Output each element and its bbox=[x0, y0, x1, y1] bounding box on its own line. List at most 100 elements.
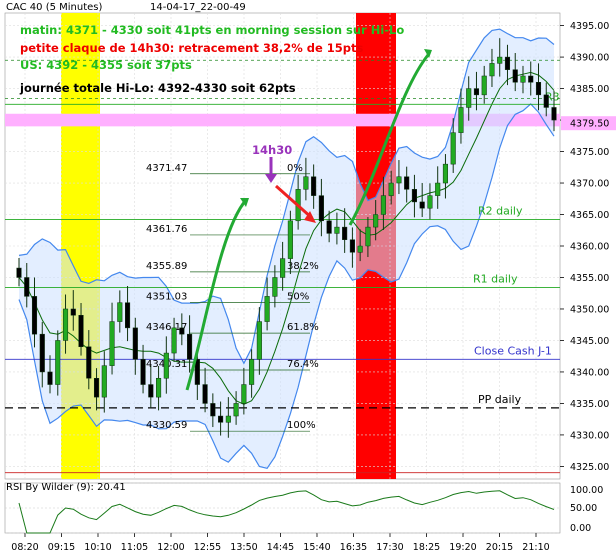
candle-body-45 bbox=[365, 226, 371, 247]
candle-body-26 bbox=[218, 415, 224, 423]
candle-body-66 bbox=[528, 75, 534, 83]
candle-body-57 bbox=[458, 107, 464, 133]
x-tick-label-14: 21:10 bbox=[522, 542, 549, 553]
bollinger-fill bbox=[19, 29, 554, 469]
candle-body-1 bbox=[24, 277, 30, 297]
green-arrow-2-head bbox=[424, 49, 432, 58]
y-tick-label-1: 4390.00 bbox=[570, 53, 609, 64]
candle-body-31 bbox=[256, 321, 262, 360]
rsi-layer: 100.00 50.00 0.00 bbox=[5, 482, 603, 534]
rsi-tick-label-0: 100.00 bbox=[570, 485, 603, 496]
x-tick-label-2: 10:10 bbox=[84, 542, 111, 553]
candle-body-44 bbox=[357, 245, 363, 253]
fib-pct-0: 0% bbox=[287, 163, 303, 174]
fib-pct-3: 50% bbox=[287, 291, 309, 302]
y-tick-label-5: 4370.00 bbox=[570, 179, 609, 190]
x-tick-label-5: 12:55 bbox=[194, 542, 221, 553]
rsi-tick-label-1: 50.00 bbox=[570, 503, 597, 514]
candle-body-64 bbox=[512, 69, 518, 83]
candle-body-30 bbox=[249, 359, 255, 385]
fib-price-1: 4361.76 bbox=[146, 224, 187, 235]
candle-body-8 bbox=[78, 315, 84, 348]
candle-body-61 bbox=[489, 63, 495, 77]
candle-body-65 bbox=[520, 75, 526, 83]
y-tick-label-12: 4335.00 bbox=[570, 399, 609, 410]
candle-body-24 bbox=[202, 384, 208, 404]
moving-average bbox=[18, 71, 555, 405]
candle-body-18 bbox=[156, 377, 162, 398]
fib-pct-4: 61.8% bbox=[287, 322, 319, 333]
candle-body-0 bbox=[16, 267, 22, 278]
rsi-line bbox=[18, 490, 555, 534]
chart-timestamp: 14-04-17_22-00-49 bbox=[150, 2, 246, 13]
fib-price-2: 4355.89 bbox=[146, 261, 187, 272]
rsi-tick-label-2: 0.00 bbox=[570, 523, 591, 534]
candle-body-49 bbox=[396, 176, 402, 184]
x-axis-layer: 08:20 09:15 10:10 11:05 12:00 12:55 13:50 14:45… bbox=[11, 533, 550, 553]
candle-body-13 bbox=[117, 302, 123, 322]
candle-body-32 bbox=[264, 296, 270, 322]
fib-pct-6: 100% bbox=[287, 420, 316, 431]
candle-body-43 bbox=[349, 239, 355, 253]
x-tick-label-12: 19:20 bbox=[449, 542, 476, 553]
y-tick-label-14: 4325.00 bbox=[570, 462, 609, 473]
candle-body-35 bbox=[287, 220, 293, 259]
annotation-morning: matin: 4371 - 4330 soit 41pts en morning… bbox=[20, 23, 404, 37]
candle-body-22 bbox=[187, 333, 193, 360]
candle-body-33 bbox=[272, 277, 278, 297]
y-tick-label-7: 4360.00 bbox=[570, 242, 609, 253]
candles-layer bbox=[16, 38, 557, 438]
candle-body-3 bbox=[39, 333, 45, 373]
level-label-2: R1 daily bbox=[473, 273, 518, 286]
candle-body-12 bbox=[109, 321, 115, 366]
x-tick-label-7: 14:45 bbox=[267, 542, 294, 553]
candle-body-29 bbox=[241, 384, 247, 404]
candle-body-51 bbox=[411, 189, 417, 203]
candle-body-25 bbox=[210, 403, 216, 417]
candle-body-67 bbox=[535, 82, 542, 96]
level-label-1: R2 daily bbox=[478, 205, 523, 218]
x-tick-label-13: 20:15 bbox=[486, 542, 513, 553]
candle-body-38 bbox=[311, 176, 317, 196]
fib-price-3: 4351.03 bbox=[146, 291, 187, 302]
fib-price-4: 4346.17 bbox=[146, 322, 187, 333]
candle-body-59 bbox=[473, 88, 480, 96]
level-label-3: Close Cash J-1 bbox=[474, 344, 552, 357]
y-tick-label-2: 4385.00 bbox=[570, 84, 609, 95]
candle-body-5 bbox=[55, 340, 61, 385]
x-tick-label-4: 12:00 bbox=[157, 542, 184, 553]
bollinger-lower bbox=[18, 103, 555, 469]
candle-body-23 bbox=[194, 359, 200, 385]
rsi-label: RSI By Wilder (9): 20.41 bbox=[6, 482, 126, 493]
candle-body-46 bbox=[373, 214, 379, 228]
current-price-badge bbox=[561, 116, 616, 131]
y-tick-label-4: 4375.00 bbox=[570, 147, 609, 158]
candle-body-68 bbox=[543, 94, 549, 108]
candle-body-28 bbox=[233, 403, 239, 417]
candle-body-69 bbox=[551, 107, 557, 121]
fib-price-0: 4371.47 bbox=[146, 163, 187, 174]
y-axis-layer: 4395.004390.004385.004380.004375.004370.… bbox=[560, 21, 616, 473]
level-label-4: PP daily bbox=[478, 393, 522, 406]
candle-body-6 bbox=[62, 308, 69, 341]
green-arrow-1-head bbox=[240, 198, 249, 207]
purple-marker-arrowhead bbox=[265, 174, 277, 183]
candle-body-54 bbox=[435, 182, 441, 196]
candle-body-37 bbox=[303, 176, 309, 190]
green-arrow-1 bbox=[185, 199, 248, 391]
x-tick-label-1: 09:15 bbox=[48, 542, 75, 553]
fibonacci-layer: 4371.47 0% 4361.76 4355.89 38.2% 4351.03 50% 43… bbox=[146, 163, 319, 432]
candle-body-11 bbox=[101, 365, 107, 398]
candle-body-60 bbox=[481, 75, 487, 96]
y-tick-label-6: 4365.00 bbox=[570, 210, 609, 221]
fib-pct-5: 76.4% bbox=[287, 359, 319, 370]
candle-body-15 bbox=[132, 327, 138, 360]
candle-body-63 bbox=[504, 56, 511, 70]
candle-body-27 bbox=[225, 415, 231, 423]
candle-body-40 bbox=[326, 220, 332, 234]
x-tick-label-8: 15:40 bbox=[303, 542, 330, 553]
annotation-us: US: 4392 - 4355 soit 37pts bbox=[20, 58, 192, 72]
candle-body-16 bbox=[140, 359, 146, 385]
candle-body-7 bbox=[70, 308, 76, 316]
